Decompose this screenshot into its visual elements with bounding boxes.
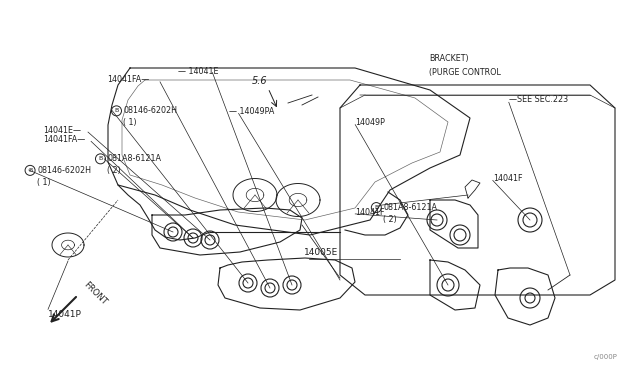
Text: 14041FA—: 14041FA—	[108, 76, 150, 84]
Text: 14049P: 14049P	[355, 118, 385, 127]
Text: 081A8-6121A: 081A8-6121A	[383, 203, 437, 212]
Text: B: B	[115, 108, 118, 113]
Text: 081A8-6121A: 081A8-6121A	[108, 154, 161, 163]
Text: 14005E: 14005E	[304, 248, 339, 257]
Text: (PURGE CONTROL: (PURGE CONTROL	[429, 68, 500, 77]
Text: B: B	[374, 205, 378, 210]
Text: 08146-6202H: 08146-6202H	[124, 106, 177, 115]
Text: 5.6: 5.6	[252, 76, 268, 86]
Text: 14041P: 14041P	[48, 310, 82, 319]
Text: ( 2): ( 2)	[383, 215, 397, 224]
Text: ( 2): ( 2)	[108, 166, 121, 175]
Text: — 14049PA: — 14049PA	[229, 107, 275, 116]
Text: B: B	[28, 168, 32, 173]
Text: ( 1): ( 1)	[37, 178, 51, 187]
Text: B: B	[99, 156, 102, 161]
Text: BRACKET): BRACKET)	[429, 54, 468, 63]
Text: 14041FA—: 14041FA—	[44, 135, 86, 144]
Text: c/000P: c/000P	[594, 354, 618, 360]
Text: 14041F: 14041F	[493, 174, 522, 183]
Text: —SEE SEC.223: —SEE SEC.223	[509, 95, 568, 104]
Text: — 14041E: — 14041E	[178, 67, 218, 76]
Text: 14041E—: 14041E—	[44, 126, 81, 135]
Text: 08146-6202H: 08146-6202H	[37, 166, 91, 175]
Text: ( 1): ( 1)	[124, 118, 137, 127]
Text: FRONT: FRONT	[82, 280, 109, 307]
Text: 14041F: 14041F	[355, 208, 385, 217]
